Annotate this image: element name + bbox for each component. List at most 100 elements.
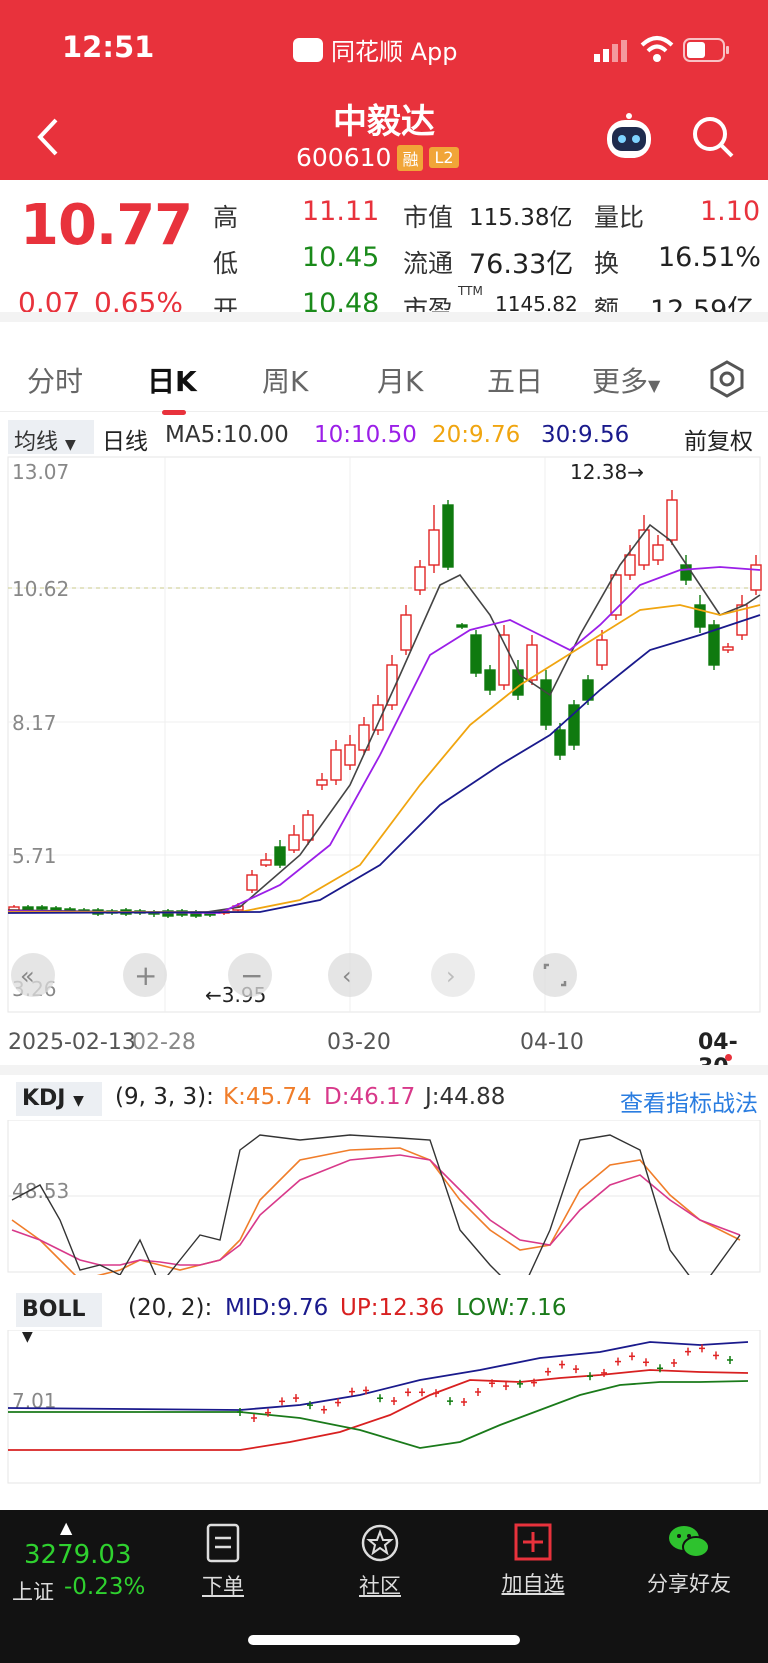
kline-candle-body: [512, 669, 524, 696]
tab-more[interactable]: 更多▼: [592, 360, 660, 400]
pe-ttm-label: TTM: [458, 284, 483, 298]
kline-chart[interactable]: 13.07 10.62 8.17 5.71 3.26 12.38→ ←3.95 …: [0, 455, 768, 1025]
fullscreen-button[interactable]: [533, 953, 577, 997]
ma10-value: 10:10.50: [314, 422, 417, 448]
kdj-k-line: [11, 1147, 741, 1275]
order-label: 下单: [202, 1574, 244, 1598]
battery-icon: [683, 38, 729, 62]
ma-button-label: 均线: [14, 430, 59, 455]
kline-candle-body: [694, 604, 706, 628]
kline-candle-body: [260, 859, 272, 866]
caret-up-icon: ▲: [60, 1518, 73, 1537]
boll-y-label: 7.01: [12, 1389, 57, 1413]
app-logo-icon: [293, 37, 323, 62]
boll-up: UP:12.36: [340, 1295, 445, 1321]
kline-candle-body: [288, 834, 300, 851]
ma5-value: MA5:10.00: [165, 422, 289, 448]
kdj-j: J:44.88: [425, 1084, 506, 1110]
chart-settings-icon[interactable]: [708, 360, 746, 398]
tab-monthly-k[interactable]: 月K: [377, 365, 424, 398]
zoom-out-button[interactable]: [228, 953, 272, 997]
kdj-chart[interactable]: 48.53: [0, 1120, 768, 1275]
section-divider-2: [0, 1065, 768, 1075]
scroll-left-fast-button[interactable]: [11, 953, 55, 997]
tab-more-label: 更多: [592, 365, 649, 398]
turnover-label: 换: [594, 249, 620, 278]
community-button[interactable]: 社区: [325, 1522, 435, 1600]
home-indicator: [248, 1635, 520, 1645]
kline-candle-body: [274, 846, 286, 866]
chevron-left-icon: ‹: [342, 962, 352, 990]
high-label: 高: [213, 203, 239, 232]
stock-code: 600610: [296, 143, 392, 172]
share-label: 分享好友: [647, 1572, 731, 1596]
boll-mid-line: [7, 1341, 749, 1411]
tab-intraday[interactable]: 分时: [27, 365, 84, 398]
kdj-d: D:46.17: [324, 1084, 416, 1110]
kline-candle-body: [526, 644, 538, 681]
margin-badge: 融: [397, 144, 424, 171]
wechat-icon: [669, 1526, 710, 1558]
volume-ratio-value: 1.10: [700, 196, 761, 227]
zoom-in-button[interactable]: [123, 953, 167, 997]
mcap-value: 115.38亿: [469, 205, 573, 231]
order-button[interactable]: 下单: [168, 1522, 278, 1600]
chevron-down-icon: ▼: [73, 1093, 84, 1109]
y-label-2: 10.62: [12, 577, 69, 601]
chevron-down-icon: ▼: [648, 376, 661, 395]
community-label: 社区: [359, 1574, 401, 1598]
kline-candle-body: [624, 554, 636, 576]
active-tab-indicator: [162, 410, 186, 415]
chevron-down-icon: ▼: [22, 1329, 33, 1345]
ma20-value: 20:9.76: [432, 422, 521, 448]
date-label-1: 2025-02-13: [8, 1030, 136, 1055]
minus-icon: −: [240, 959, 263, 992]
robot-assistant-icon[interactable]: [603, 112, 655, 164]
high-value: 11.11: [302, 196, 380, 227]
tab-five-day[interactable]: 五日: [487, 365, 544, 398]
boll-frame: [7, 1330, 761, 1484]
share-button[interactable]: 分享好友: [634, 1522, 744, 1598]
chevron-right-icon: ›: [446, 962, 456, 990]
ma10-line: [7, 566, 761, 914]
section-divider: [0, 312, 768, 322]
scroll-right-button[interactable]: [431, 953, 475, 997]
scroll-left-button[interactable]: [328, 953, 372, 997]
kline-candle-body: [540, 679, 552, 726]
kdj-selector-button[interactable]: KDJ ▼: [16, 1082, 102, 1116]
zoom-controls: « + − ‹ ›: [11, 953, 577, 997]
add-watchlist-button[interactable]: 加自选: [478, 1522, 588, 1598]
kline-candle-body: [498, 634, 510, 686]
kdj-k: K:45.74: [223, 1084, 312, 1110]
boll-chart[interactable]: 7.01: [0, 1330, 768, 1485]
status-time: 12:51: [62, 30, 155, 64]
ma-selector-button[interactable]: 均线 ▼: [8, 420, 94, 455]
kline-candle-body: [358, 724, 370, 751]
tab-weekly-k[interactable]: 周K: [262, 365, 309, 398]
back-arrow-icon[interactable]: [30, 112, 70, 162]
ma5-line: [7, 523, 761, 914]
adjust-mode[interactable]: 前复权: [684, 429, 753, 455]
ma-period: 日线: [102, 429, 148, 455]
star-badge-icon: [361, 1524, 399, 1562]
app-header: 12:51 同花顺 App 中毅达 600610 融 L2: [0, 0, 768, 180]
float-value: 76.33亿: [469, 249, 574, 280]
kline-candle-body: [750, 564, 762, 591]
kline-candle-body: [680, 564, 692, 581]
boll-selector-button[interactable]: BOLL ▼: [16, 1293, 102, 1345]
y-label-4: 5.71: [12, 844, 57, 868]
ma-legend-row: 均线 ▼ 日线 MA5:10.00 10:10.50 20:9.76 30:9.…: [0, 420, 768, 460]
kline-candle-body: [428, 529, 440, 566]
search-icon[interactable]: [690, 114, 736, 160]
indicator-strategy-link[interactable]: 查看指标战法: [620, 1091, 758, 1117]
boll-button-label: BOLL: [22, 1297, 86, 1322]
kline-candle-body: [36, 906, 48, 910]
plus-icon: +: [134, 959, 157, 992]
add-watchlist-label: 加自选: [501, 1572, 565, 1596]
boll-low: LOW:7.16: [456, 1295, 567, 1321]
boll-upper-line: [8, 1369, 749, 1451]
tab-daily-k[interactable]: 日K: [147, 365, 197, 398]
y-label-3: 8.17: [12, 711, 57, 735]
low-value: 10.45: [302, 242, 380, 273]
status-app-name: 同花顺 App: [293, 32, 458, 67]
